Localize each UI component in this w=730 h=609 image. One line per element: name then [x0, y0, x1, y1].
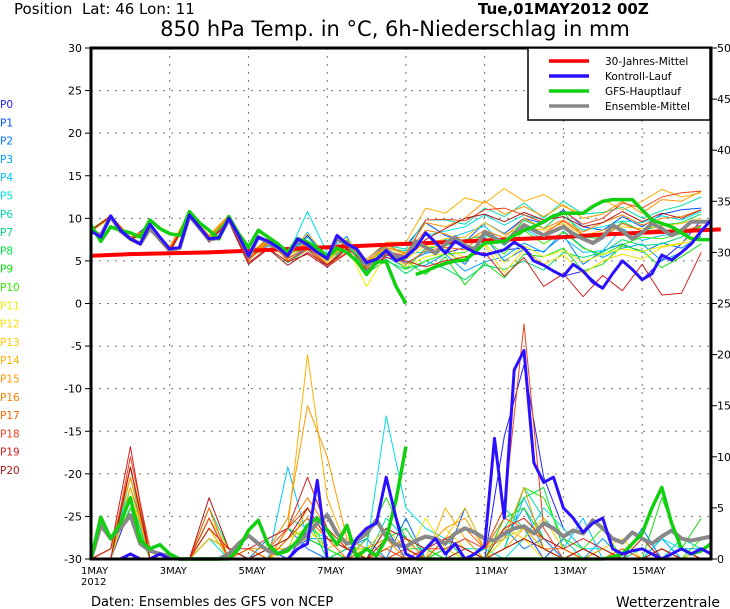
right-tick-label: 45 — [717, 93, 730, 106]
right-tick-label: 15 — [717, 400, 730, 413]
control-temp-line — [90, 213, 713, 290]
chart-title: 850 hPa Temp. in °C, 6h-Niederschlag in … — [160, 17, 630, 41]
grid — [91, 48, 711, 559]
position-label: Position Lat: 46 Lon: 11 — [14, 0, 195, 18]
member-label-p13: P13 — [0, 337, 20, 349]
legend-label: GFS-Hauptlauf — [605, 86, 681, 98]
right-tick-label: 0 — [717, 553, 724, 566]
brand-label: Wetterzentrale — [616, 595, 720, 609]
run-date: Tue,01MAY2012 00Z — [478, 0, 649, 18]
left-tick-label: 15 — [68, 170, 82, 183]
left-tick-label: -25 — [64, 510, 82, 523]
gfs-main-temp-line — [89, 209, 408, 305]
member-label-p5: P5 — [0, 191, 13, 203]
right-tick-label: 5 — [717, 502, 724, 515]
member-label-p11: P11 — [0, 300, 20, 312]
x-tick-label: 15MAY — [632, 566, 666, 577]
right-tick-label: 30 — [717, 246, 730, 259]
member-label-p4: P4 — [0, 172, 13, 184]
member-label-p8: P8 — [0, 245, 13, 257]
left-tick-label: 30 — [68, 42, 82, 55]
gfs-main-temp-line — [415, 197, 711, 277]
x-tick-label: 11MAY — [475, 566, 509, 577]
left-tick-label: -30 — [64, 553, 82, 566]
x-tick-label: 13MAY — [553, 566, 587, 577]
member-label-p2: P2 — [0, 136, 13, 148]
right-tick-label: 25 — [717, 298, 730, 311]
member-label-p0: P0 — [0, 99, 13, 111]
left-tick-label: 10 — [68, 212, 82, 225]
data-source: Daten: Ensembles des GFS von NCEP — [91, 595, 333, 609]
right-tick-label: 20 — [717, 349, 730, 362]
x-tick-label: 3MAY — [160, 566, 188, 577]
member-label-p20: P20 — [0, 465, 20, 477]
member-label-p9: P9 — [0, 264, 13, 276]
right-tick-label: 35 — [717, 195, 730, 208]
left-tick-label: -15 — [64, 425, 82, 438]
left-tick-label: -5 — [71, 340, 82, 353]
member-label-p16: P16 — [0, 392, 20, 404]
member-label-p14: P14 — [0, 355, 20, 367]
legend-label: Kontroll-Lauf — [605, 71, 672, 83]
left-tick-label: 0 — [75, 298, 82, 311]
member-label-p15: P15 — [0, 374, 20, 386]
legend-label: 30-Jahres-Mittel — [605, 56, 688, 68]
right-tick-label: 10 — [717, 451, 730, 464]
member-label-p3: P3 — [0, 154, 13, 166]
member-label-p18: P18 — [0, 428, 20, 440]
member-labels: P0 P1 P2 P3 P4 P5 P6 P7 P8 P9 P10 P11 P12 P13 P14 P15 P1… — [0, 99, 20, 477]
x-tick-label: 5MAY — [238, 566, 266, 577]
axes: 302520151050-5-10-15-20-25-3050454035302… — [64, 42, 730, 588]
x-tick-label: 1MAY — [81, 566, 109, 577]
member-label-p12: P12 — [0, 319, 20, 331]
left-tick-label: 5 — [75, 255, 82, 268]
left-tick-label: -20 — [64, 468, 82, 481]
right-tick-label: 50 — [717, 42, 730, 55]
x-tick-label: 9MAY — [396, 566, 424, 577]
left-tick-label: -10 — [64, 383, 82, 396]
member-label-p10: P10 — [0, 282, 20, 294]
member-label-p17: P17 — [0, 410, 20, 422]
right-tick-label: 40 — [717, 144, 730, 157]
x-tick-label: 7MAY — [317, 566, 345, 577]
member-label-p7: P7 — [0, 227, 13, 239]
legend: 30-Jahres-Mittel Kontroll-Lauf GFS-Hauptla… — [527, 47, 711, 121]
member-label-p19: P19 — [0, 447, 20, 459]
left-tick-label: 20 — [68, 127, 82, 140]
member-label-p6: P6 — [0, 209, 13, 221]
climate-mean-temp-line — [90, 227, 721, 258]
left-tick-label: 25 — [68, 85, 82, 98]
x-tick-sublabel: 2012 — [81, 577, 106, 588]
legend-label: Ensemble-Mittel — [605, 101, 690, 113]
member-label-p1: P1 — [0, 117, 13, 129]
